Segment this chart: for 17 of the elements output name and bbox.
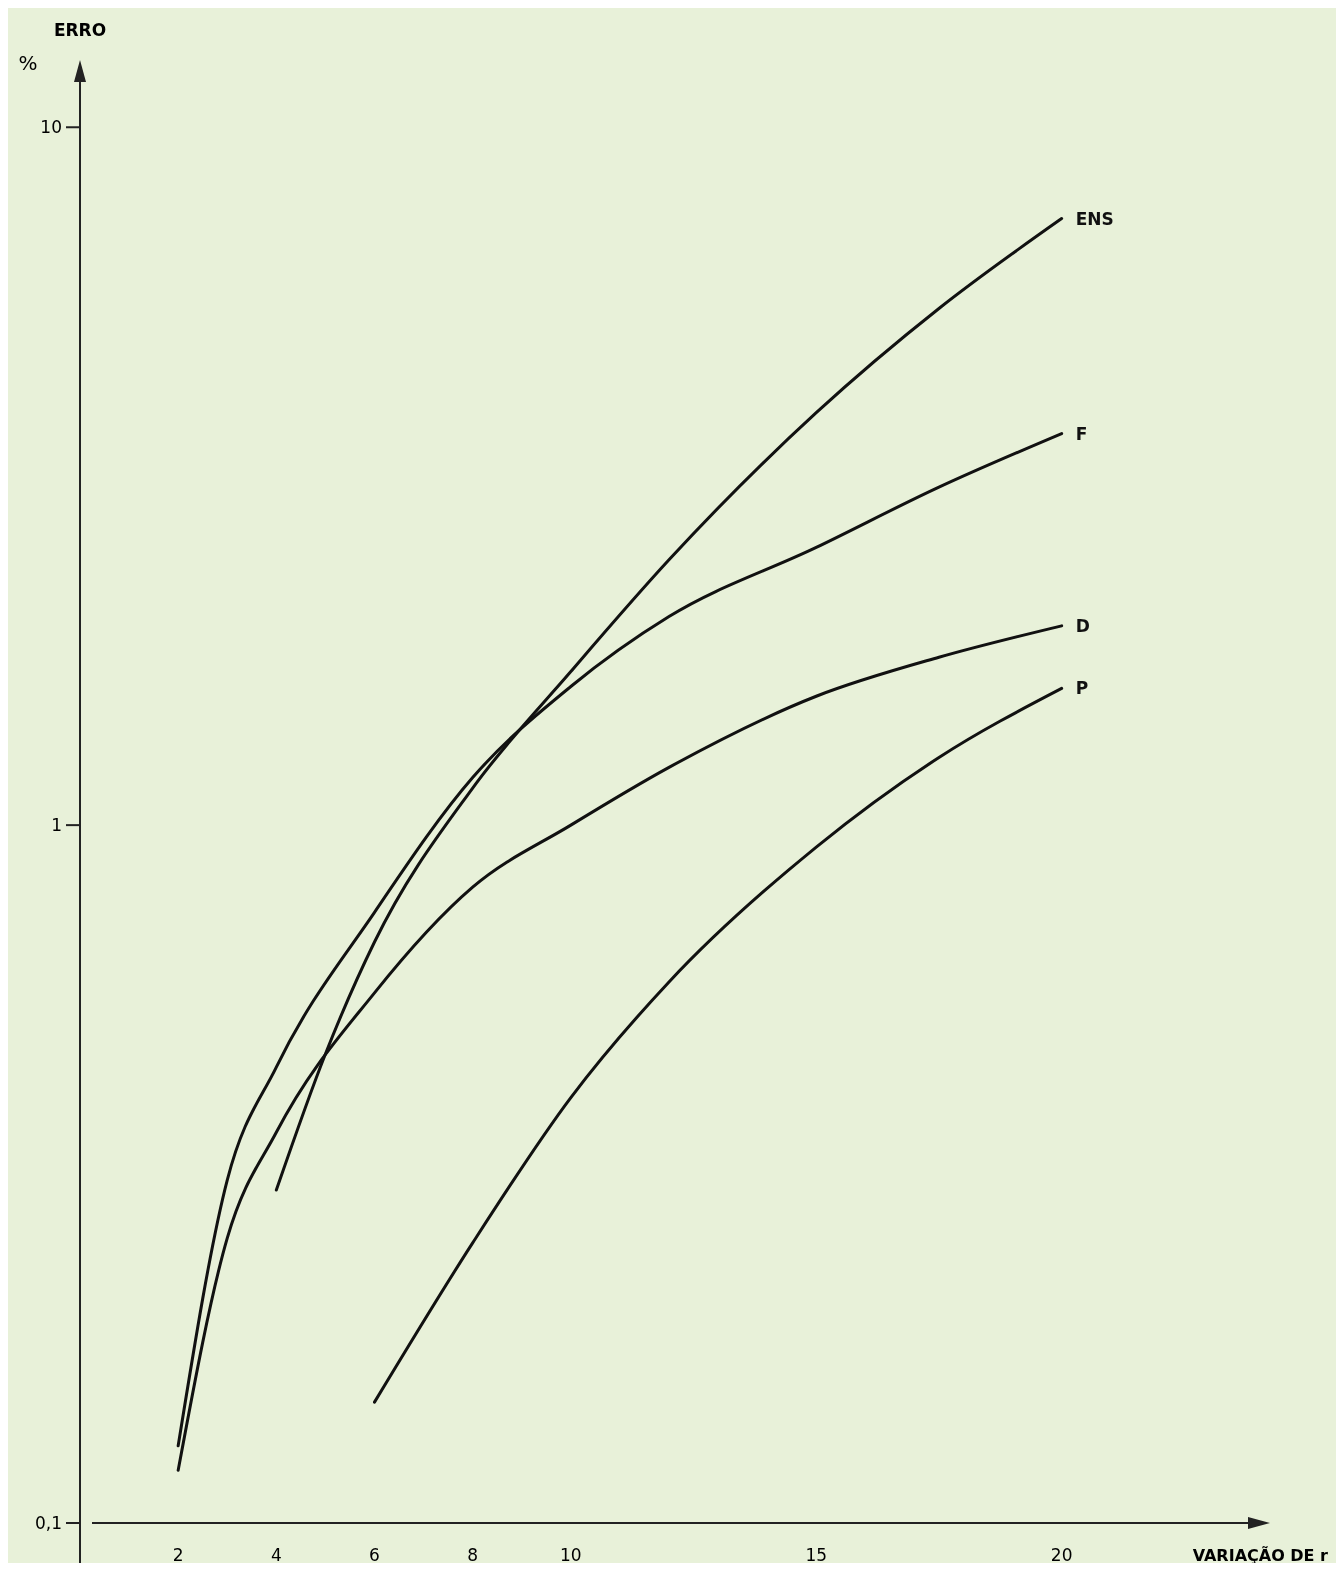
series-label: F — [1075, 423, 1088, 444]
x-tick-label: 20 — [1050, 1545, 1073, 1565]
text: % — [18, 51, 38, 75]
series-label: D — [1075, 615, 1090, 636]
series-label: ENS — [1075, 208, 1114, 229]
y-tick-label: 0,1 — [34, 1513, 62, 1533]
x-tick-label: 10 — [560, 1545, 582, 1565]
x-tick-label: 15 — [805, 1545, 828, 1565]
x-tick-label: 8 — [467, 1545, 479, 1565]
y-tick-label: 10 — [40, 117, 62, 138]
line-series — [373, 686, 1064, 1404]
x-tick-label: 6 — [369, 1545, 380, 1565]
y-tick-label: 1 — [51, 815, 62, 836]
x-tick-label: 4 — [270, 1545, 282, 1565]
x-tick-label: 2 — [172, 1545, 184, 1565]
series-label: P — [1075, 678, 1089, 699]
y-axis-title: ERRO — [53, 20, 107, 40]
